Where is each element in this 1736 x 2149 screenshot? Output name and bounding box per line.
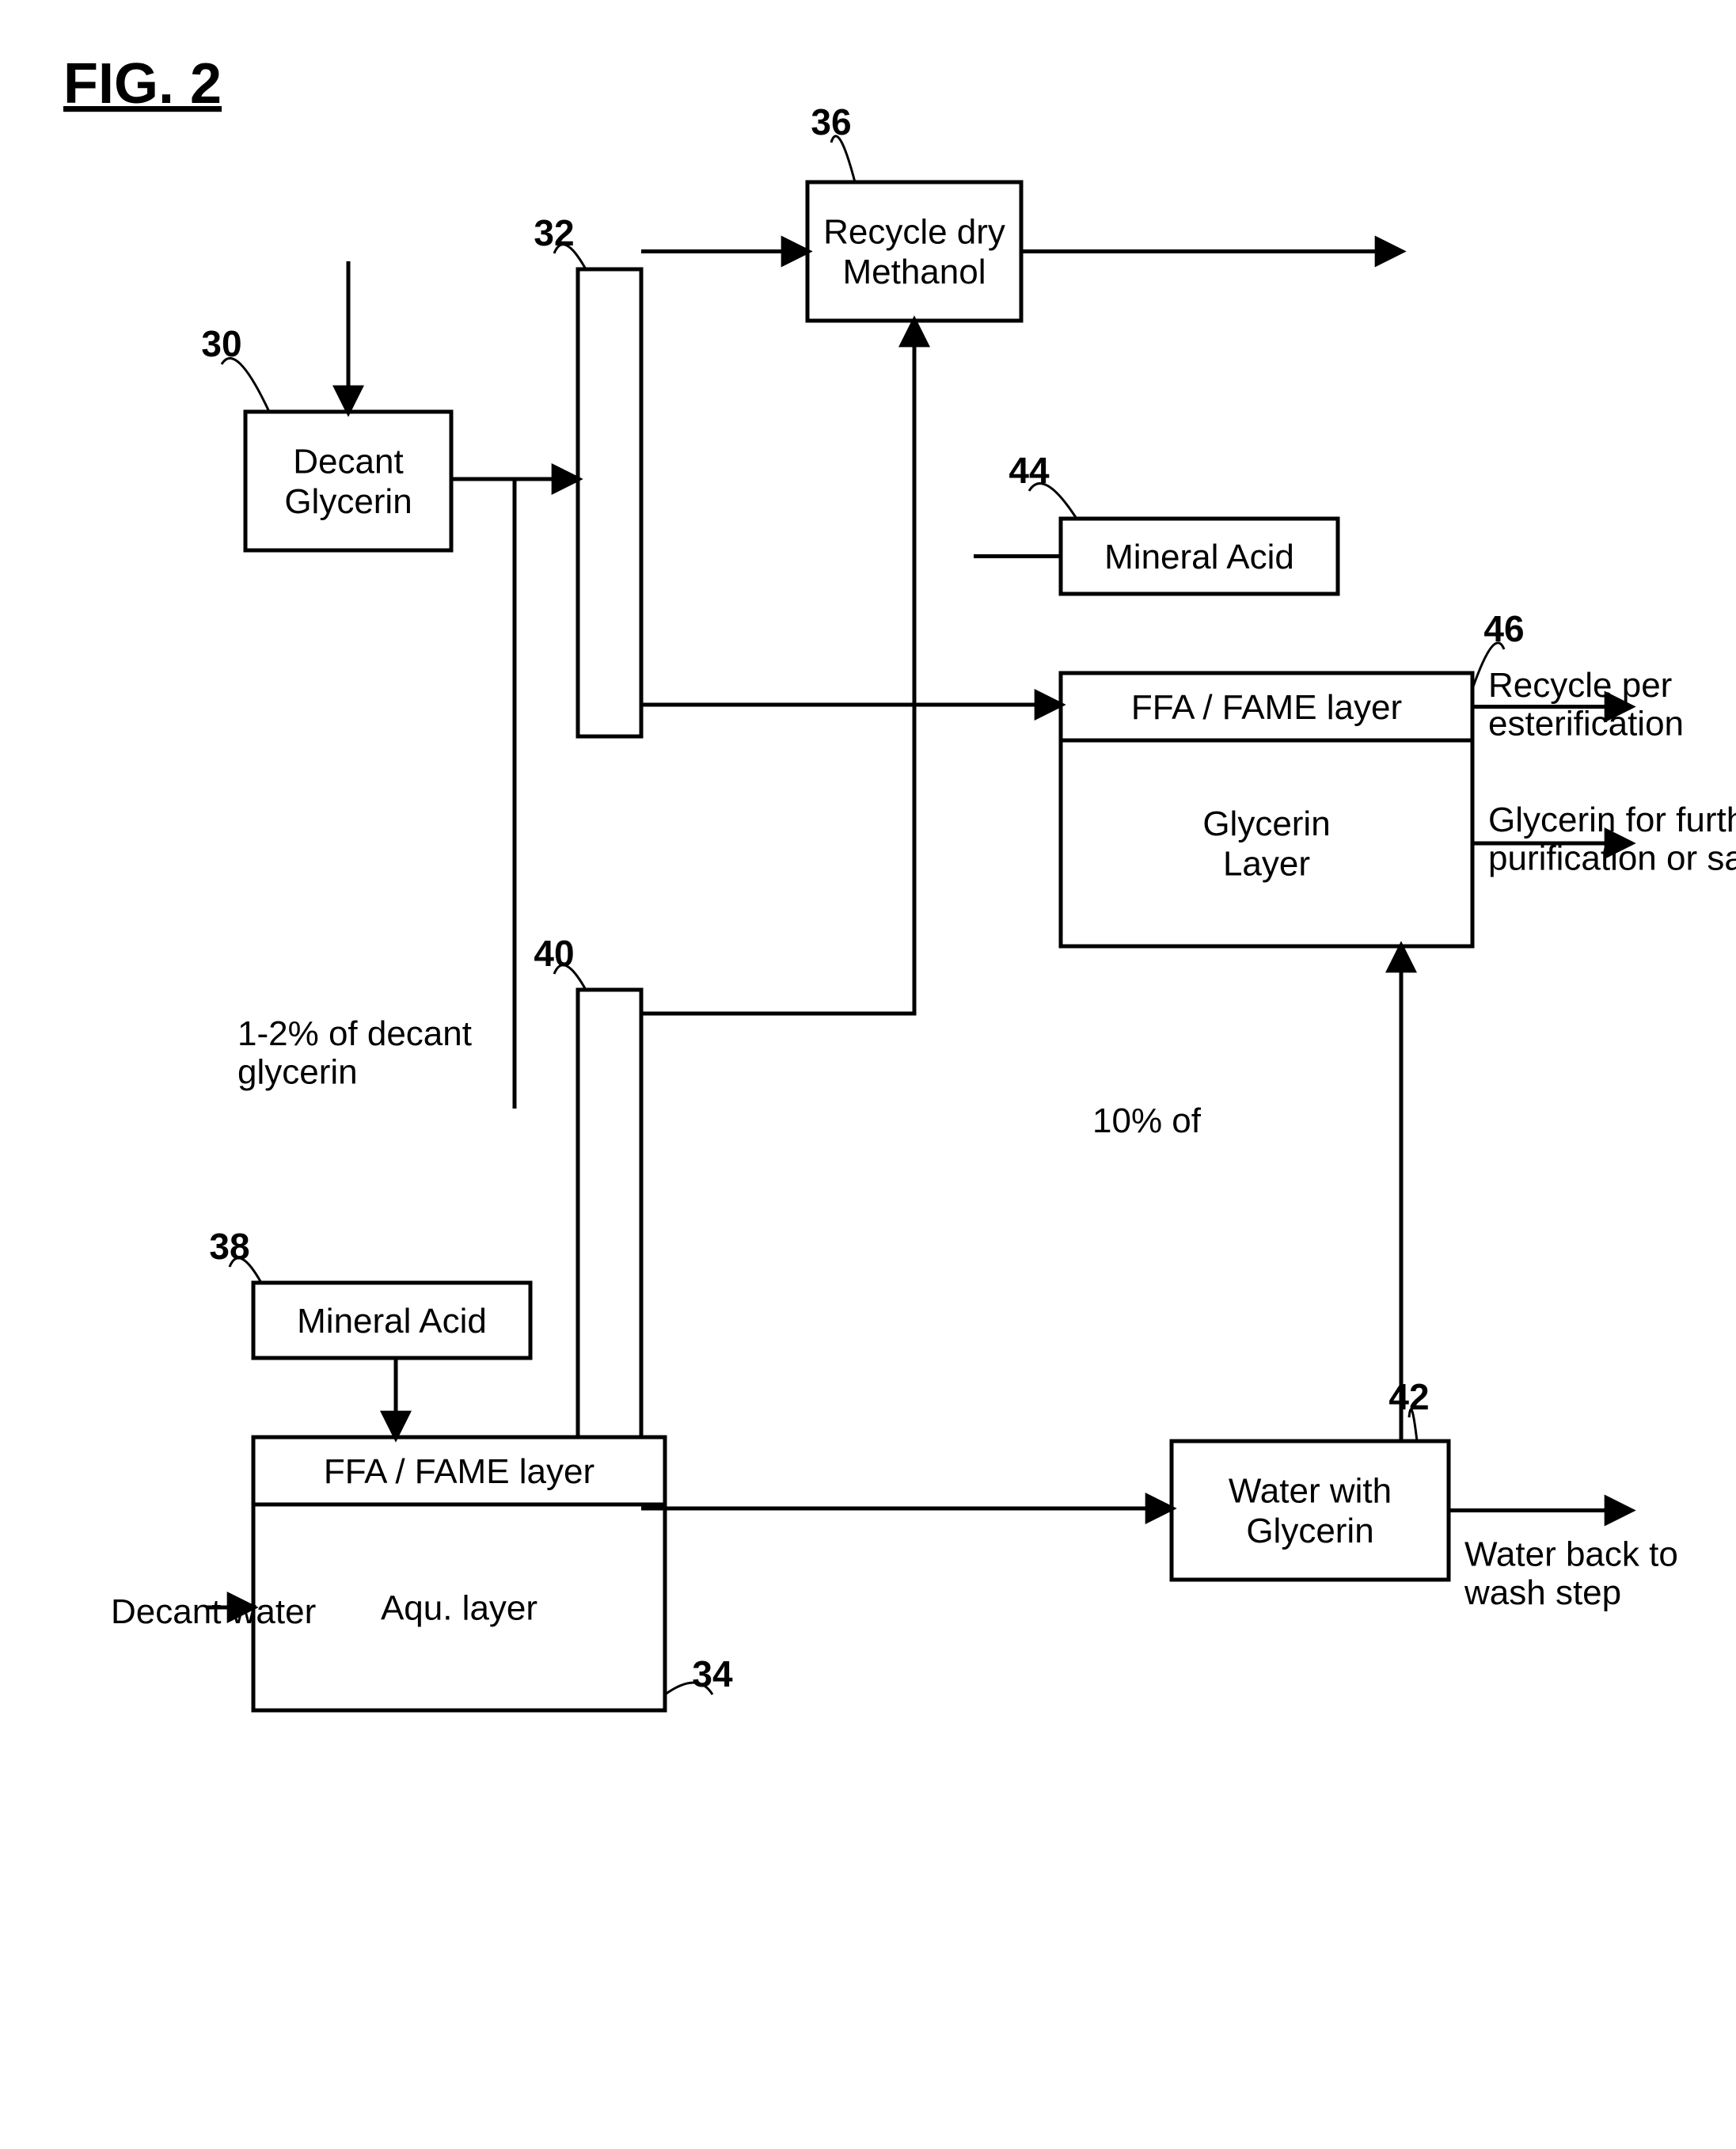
svg-text:Glycerin: Glycerin xyxy=(1202,804,1330,843)
column40 xyxy=(578,990,641,1457)
svg-text:FFA / FAME layer: FFA / FAME layer xyxy=(1131,688,1402,727)
svg-text:44: 44 xyxy=(1009,450,1050,491)
svg-text:40: 40 xyxy=(534,933,574,974)
svg-text:Recycle dry: Recycle dry xyxy=(823,213,1005,252)
svg-text:Aqu. layer: Aqu. layer xyxy=(381,1588,538,1627)
svg-text:Glycerin: Glycerin xyxy=(284,482,412,521)
svg-text:esterification: esterification xyxy=(1488,704,1684,743)
svg-text:46: 46 xyxy=(1483,608,1524,649)
svg-text:Decant: Decant xyxy=(293,443,403,481)
svg-text:Water back to: Water back to xyxy=(1464,1535,1678,1574)
svg-text:Decant water: Decant water xyxy=(111,1592,316,1631)
svg-text:glycerin: glycerin xyxy=(237,1052,358,1091)
svg-text:Layer: Layer xyxy=(1223,845,1310,884)
svg-text:Recycle per: Recycle per xyxy=(1488,666,1672,705)
svg-text:Glycerin for further: Glycerin for further xyxy=(1488,801,1736,839)
svg-text:Glycerin: Glycerin xyxy=(1246,1512,1373,1550)
svg-text:10% of: 10% of xyxy=(1092,1101,1202,1140)
column32 xyxy=(578,269,641,736)
svg-text:32: 32 xyxy=(534,212,574,253)
process-flow-diagram: FIG. 2 DecantGlycerinRecycle dryMethanol… xyxy=(0,0,1736,2149)
svg-text:42: 42 xyxy=(1388,1376,1429,1417)
boxes-group: DecantGlycerinRecycle dryMethanolMineral… xyxy=(245,182,1472,1710)
svg-text:Mineral Acid: Mineral Acid xyxy=(297,1302,487,1341)
svg-text:30: 30 xyxy=(201,323,241,364)
svg-text:FFA / FAME layer: FFA / FAME layer xyxy=(324,1452,594,1491)
svg-text:34: 34 xyxy=(692,1653,733,1694)
svg-text:wash step: wash step xyxy=(1464,1573,1621,1612)
svg-text:Methanol: Methanol xyxy=(842,253,986,291)
svg-text:Water with: Water with xyxy=(1229,1472,1392,1511)
svg-text:Mineral Acid: Mineral Acid xyxy=(1104,538,1294,576)
svg-text:1-2% of decant: 1-2% of decant xyxy=(237,1014,472,1053)
svg-text:38: 38 xyxy=(209,1226,249,1267)
figure-title: FIG. 2 xyxy=(63,52,222,116)
svg-text:36: 36 xyxy=(811,101,851,143)
